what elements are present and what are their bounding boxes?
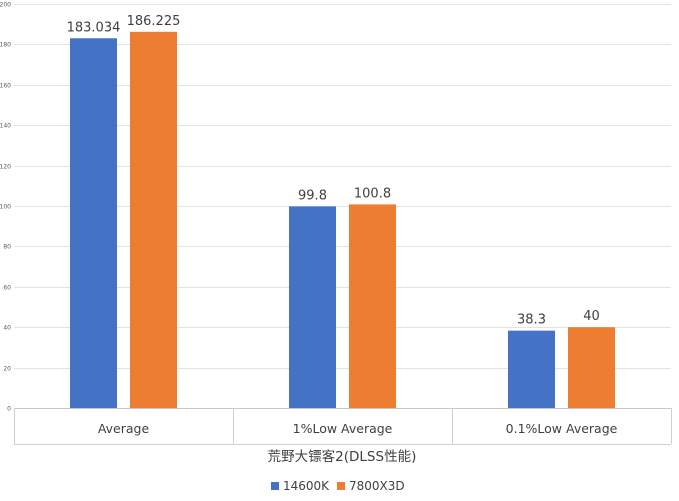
bar-14600k-0: [70, 38, 117, 408]
bar-14600k-1: [289, 206, 336, 408]
category-label: Average: [98, 421, 150, 436]
x-axis-categories: Average 1%Low Average 0.1%Low Average: [98, 421, 618, 436]
y-tick-label: 80: [3, 244, 11, 251]
category-label: 1%Low Average: [293, 421, 393, 436]
category-label: 0.1%Low Average: [506, 421, 618, 436]
bars: [70, 31, 615, 408]
y-tick-label: 20: [3, 366, 11, 373]
legend: 14600K 7800X3D: [271, 479, 405, 493]
y-tick-label: 200: [0, 2, 11, 9]
y-tick-label: 40: [3, 325, 11, 332]
y-tick-label: 100: [0, 204, 11, 211]
y-tick-label: 60: [3, 285, 11, 292]
y-tick-label: 160: [0, 83, 11, 90]
data-label: 183.034: [67, 20, 121, 35]
legend-label: 14600K: [283, 479, 330, 493]
y-tick-label: 180: [0, 42, 11, 49]
data-label: 40: [583, 309, 600, 324]
y-tick-label: 0: [7, 406, 11, 413]
y-axis-ticks: 0 20 40 60 80 100 120 140 160 180 200: [0, 2, 11, 413]
bar-14600k-2: [508, 330, 555, 408]
data-label: 186.225: [127, 14, 181, 29]
bar-7800x3d-1: [349, 204, 396, 408]
data-labels: 183.034 186.225 99.8 100.8 38.3 40: [67, 14, 600, 328]
gridlines: [14, 4, 671, 409]
bar-7800x3d-0: [130, 31, 177, 408]
data-label: 38.3: [517, 313, 546, 328]
data-label: 100.8: [354, 186, 391, 201]
y-tick-label: 120: [0, 164, 11, 171]
category-axis-frame: [14, 408, 672, 445]
legend-swatch: [337, 482, 345, 490]
legend-swatch: [271, 482, 279, 490]
bar-7800x3d-2: [568, 327, 615, 408]
y-tick-label: 140: [0, 123, 11, 130]
data-label: 99.8: [298, 188, 327, 203]
x-axis-title: 荒野大镖客2(DLSS性能): [268, 448, 417, 465]
legend-label: 7800X3D: [349, 479, 405, 493]
